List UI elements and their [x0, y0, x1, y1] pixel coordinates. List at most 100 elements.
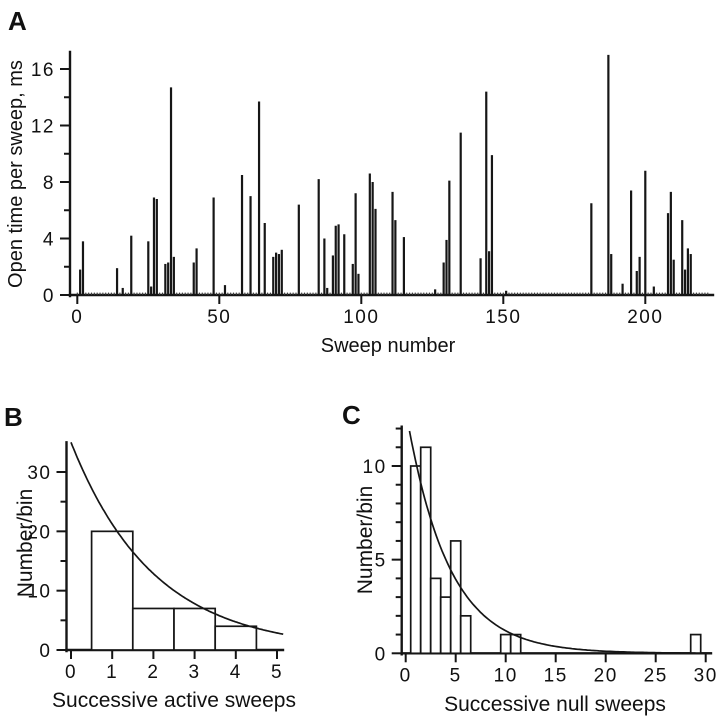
- baseline-mark: [380, 292, 382, 295]
- baseline-mark: [468, 292, 470, 295]
- y-tick-label: 10: [363, 457, 387, 478]
- baseline-mark: [232, 292, 235, 295]
- y-tick-label: 8: [43, 173, 55, 194]
- baseline-mark: [562, 292, 564, 295]
- x-tick-label: 5: [271, 662, 283, 683]
- panel-b-plot-group: 0 1 2 3 4 5 0 10 20 30: [27, 441, 285, 683]
- baseline-mark: [289, 292, 291, 295]
- baseline-mark: [221, 292, 223, 295]
- baseline-mark: [675, 292, 678, 295]
- baseline-mark: [477, 292, 479, 295]
- y-tick-label: 0: [39, 641, 51, 662]
- baseline-mark: [181, 292, 183, 295]
- baseline-mark: [502, 292, 504, 295]
- panel-a-plot-group: 0 50 100 150 200 0 4 8 12 16: [31, 50, 715, 328]
- x-tick-label: 1: [106, 662, 118, 683]
- baseline-mark: [409, 292, 411, 295]
- baseline-mark: [329, 292, 331, 295]
- baseline-mark: [295, 292, 297, 295]
- baseline-mark: [650, 292, 652, 295]
- baseline-mark: [105, 292, 107, 295]
- baseline-mark: [437, 292, 439, 295]
- baseline-mark: [315, 292, 317, 295]
- baseline-mark: [255, 292, 257, 295]
- baseline-mark: [286, 292, 289, 295]
- baseline-mark: [522, 292, 524, 295]
- baseline-mark: [695, 292, 697, 295]
- y-tick-label: 10: [27, 582, 51, 603]
- baseline-mark: [102, 292, 104, 295]
- baseline-mark: [587, 292, 590, 295]
- y-tick-label: 4: [43, 230, 55, 251]
- histogram-bar: [429, 577, 442, 655]
- baseline-mark: [215, 292, 218, 295]
- baseline-mark: [707, 292, 709, 295]
- baseline-mark: [340, 292, 342, 295]
- x-tick-label: 200: [627, 307, 663, 328]
- baseline-mark: [573, 292, 575, 295]
- baseline-mark: [661, 292, 663, 295]
- baseline-mark: [656, 292, 658, 295]
- baseline-mark: [704, 292, 706, 295]
- histogram-bar: [439, 596, 452, 655]
- baseline-mark: [678, 292, 680, 295]
- x-tick-label: 0: [400, 665, 412, 686]
- baseline-mark: [301, 292, 303, 295]
- baseline-mark: [545, 292, 547, 295]
- baseline-mark: [440, 292, 442, 295]
- baseline-mark: [88, 292, 90, 295]
- baseline-mark: [386, 292, 388, 295]
- baseline-mark: [363, 292, 365, 295]
- baseline-mark: [383, 292, 385, 295]
- baseline-mark: [389, 292, 391, 295]
- y-tick-label: 0: [43, 286, 55, 307]
- baseline-mark: [431, 292, 433, 295]
- baseline-mark: [406, 292, 408, 295]
- baseline-mark: [176, 292, 178, 295]
- histogram-bar: [509, 633, 522, 655]
- baseline-mark: [519, 292, 521, 295]
- x-tick-label: 100: [343, 307, 379, 328]
- baseline-mark: [428, 292, 431, 295]
- baseline-mark: [204, 292, 206, 295]
- baseline-mark: [267, 292, 269, 295]
- panel-a-letter: A: [8, 6, 27, 36]
- panel-a-chart: 0 50 100 150 200 0 4 8 12 16 Sweep number Open ti…: [5, 6, 715, 357]
- x-tick-label: 15: [544, 665, 568, 686]
- baseline-mark: [508, 292, 510, 295]
- baseline-mark: [474, 292, 476, 295]
- fit-curve: [70, 441, 284, 636]
- baseline-mark: [85, 292, 87, 295]
- panel-b-chart: 0 1 2 3 4 5 0 10 20 30 Successive active sweeps N…: [4, 402, 296, 712]
- baseline-mark: [525, 292, 527, 295]
- baseline-mark: [125, 292, 127, 295]
- baseline-mark: [227, 292, 229, 295]
- panel-b-letter: B: [4, 402, 23, 432]
- baseline-mark: [533, 292, 536, 295]
- baseline-mark: [465, 292, 467, 295]
- baseline-mark: [616, 292, 618, 295]
- baseline-mark: [559, 292, 561, 295]
- baseline-mark: [471, 292, 473, 295]
- baseline-mark: [664, 292, 666, 295]
- baseline-mark: [539, 292, 541, 295]
- baseline-mark: [201, 292, 203, 295]
- baseline-mark: [582, 292, 584, 295]
- histogram-bar: [90, 530, 134, 651]
- baseline-mark: [499, 292, 502, 295]
- baseline-mark: [312, 292, 314, 295]
- baseline-mark: [568, 292, 570, 295]
- baseline-mark: [400, 292, 402, 295]
- baseline-mark: [624, 292, 626, 295]
- y-tick-label: 30: [27, 463, 51, 484]
- baseline-mark: [178, 292, 181, 295]
- y-tick-label: 12: [31, 117, 55, 138]
- baseline-mark: [556, 292, 558, 295]
- baseline-mark: [292, 292, 294, 295]
- baseline-mark: [113, 292, 115, 295]
- histogram-bar: [173, 607, 217, 651]
- baseline-mark: [497, 292, 499, 295]
- baseline-mark: [516, 292, 519, 295]
- x-tick-label: 30: [694, 665, 718, 686]
